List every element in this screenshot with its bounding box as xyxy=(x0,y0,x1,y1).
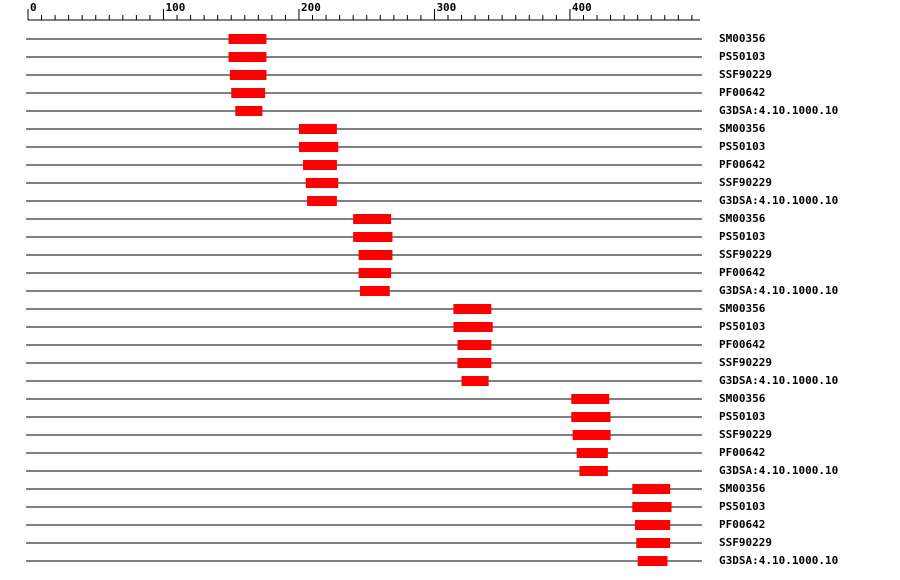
domain-bar xyxy=(453,322,493,332)
row-label: PF00642 xyxy=(719,446,765,459)
row-label: PS50103 xyxy=(719,500,765,513)
row-label: PS50103 xyxy=(719,140,765,153)
domain-bar xyxy=(632,484,671,494)
domain-bar xyxy=(457,340,492,350)
domain-bar xyxy=(579,466,608,476)
domain-bar xyxy=(571,412,611,422)
row-label: SSF90229 xyxy=(719,68,772,81)
domain-bar xyxy=(353,232,393,242)
row-label: PS50103 xyxy=(719,320,765,333)
x-tick-label: 0 xyxy=(30,1,37,14)
domain-bar xyxy=(576,448,608,458)
domain-bar xyxy=(228,34,267,44)
domain-bar xyxy=(358,250,393,260)
domain-bar xyxy=(634,520,671,530)
row-label: SM00356 xyxy=(719,122,766,135)
domain-bar xyxy=(358,268,392,278)
x-tick-label: 200 xyxy=(301,1,321,14)
row-label: SM00356 xyxy=(719,32,766,45)
domain-bar xyxy=(636,538,671,548)
row-label: G3DSA:4.10.1000.10 xyxy=(719,194,838,207)
domain-bar xyxy=(298,142,339,152)
domain-bar xyxy=(461,376,489,386)
row-label: PF00642 xyxy=(719,338,765,351)
domain-bar xyxy=(235,106,263,116)
row-label: G3DSA:4.10.1000.10 xyxy=(719,284,838,297)
row-label: PF00642 xyxy=(719,86,765,99)
domain-bar xyxy=(229,70,267,80)
domain-bar xyxy=(453,304,492,314)
domain-bar xyxy=(303,160,337,170)
row-label: PF00642 xyxy=(719,266,765,279)
domain-bar xyxy=(353,214,392,224)
row-label: PF00642 xyxy=(719,158,765,171)
row-label: SM00356 xyxy=(719,302,766,315)
domain-bar xyxy=(305,178,339,188)
row-label: PS50103 xyxy=(719,410,765,423)
row-label: SSF90229 xyxy=(719,536,772,549)
row-label: SM00356 xyxy=(719,212,766,225)
domain-bar xyxy=(307,196,337,206)
row-label: PS50103 xyxy=(719,50,765,63)
row-label: SSF90229 xyxy=(719,248,772,261)
domain-bar xyxy=(637,556,668,566)
row-label: SM00356 xyxy=(719,482,766,495)
row-label: G3DSA:4.10.1000.10 xyxy=(719,554,838,567)
domain-bar xyxy=(632,502,672,512)
row-label: PF00642 xyxy=(719,518,765,531)
row-label: SSF90229 xyxy=(719,428,772,441)
domain-bar xyxy=(228,52,267,62)
row-label: SM00356 xyxy=(719,392,766,405)
row-label: G3DSA:4.10.1000.10 xyxy=(719,374,838,387)
domain-bar xyxy=(572,430,611,440)
row-label: SSF90229 xyxy=(719,356,772,369)
x-tick-label: 300 xyxy=(436,1,456,14)
domain-bar xyxy=(571,394,610,404)
x-tick-label: 400 xyxy=(572,1,592,14)
row-label: G3DSA:4.10.1000.10 xyxy=(719,464,838,477)
domain-bar xyxy=(359,286,390,296)
domain-bar xyxy=(457,358,492,368)
x-tick-label: 100 xyxy=(165,1,185,14)
row-label: SSF90229 xyxy=(719,176,772,189)
domain-bar xyxy=(298,124,337,134)
domain-bar xyxy=(231,88,266,98)
row-label: G3DSA:4.10.1000.10 xyxy=(719,104,838,117)
row-label: PS50103 xyxy=(719,230,765,243)
